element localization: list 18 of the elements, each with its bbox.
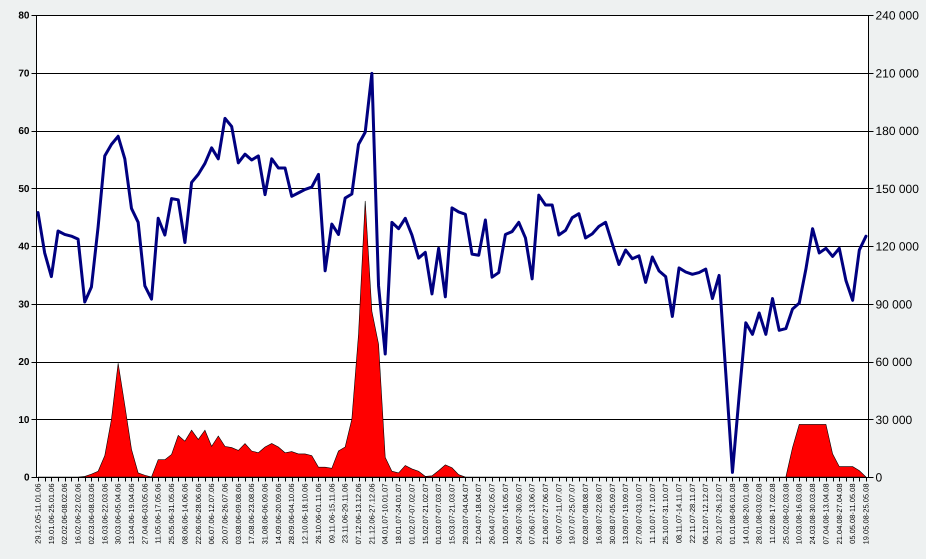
y-tick-label: 10 <box>18 414 30 426</box>
y2-tick-label: 150 000 <box>876 182 920 196</box>
y2-tick-label: 30 000 <box>876 412 913 427</box>
y-tick-label: 60 <box>18 126 30 137</box>
y2-tick-label: 120 000 <box>876 240 920 254</box>
y-tick-label: 70 <box>18 68 30 80</box>
y-tick-label: 20 <box>18 357 30 368</box>
y2-tick-label: 90 000 <box>876 297 913 312</box>
y-tick-label: 80 <box>18 10 30 22</box>
y-tick-label: 50 <box>18 184 30 195</box>
y2-tick-label: 180 000 <box>876 124 920 138</box>
y2-tick-label: 0 <box>876 470 882 484</box>
y-tick-label: 30 <box>18 299 30 310</box>
y2-tick-label: 60 000 <box>876 355 913 369</box>
y2-tick-label: 240 000 <box>876 8 920 22</box>
y-tick-label: 40 <box>18 242 30 252</box>
y2-tick-label: 210 000 <box>876 66 920 80</box>
y-tick-label: 0 <box>24 472 30 484</box>
